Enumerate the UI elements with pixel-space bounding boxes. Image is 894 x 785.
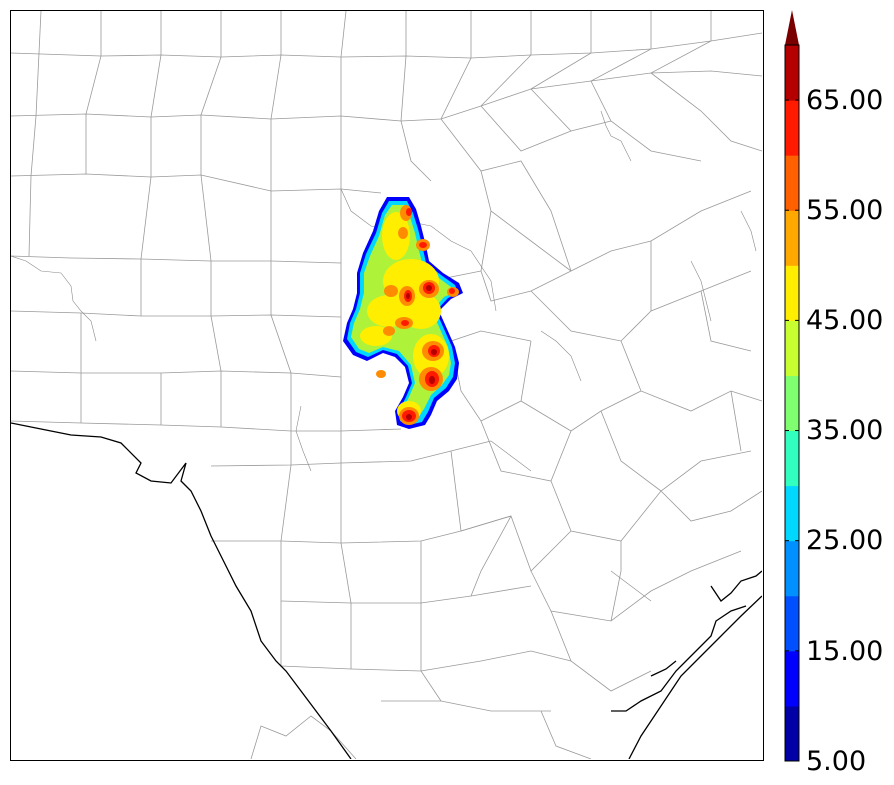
colorbar-band	[785, 320, 799, 376]
colorbar-ticks	[785, 99, 799, 762]
colorbar-label-25: 25.00	[806, 525, 883, 556]
storm-plume[interactable]	[343, 197, 463, 429]
colorbar-label-55: 55.00	[806, 195, 883, 226]
coastline	[11, 422, 762, 759]
colorbar-band	[785, 45, 799, 101]
colorbar-outline	[784, 44, 800, 762]
colorbar-label-5: 5.00	[806, 746, 866, 777]
colorbar-band	[785, 100, 799, 156]
colorbar-band	[785, 650, 799, 707]
colorbar-label-45: 45.00	[806, 305, 883, 336]
colorbar-band	[785, 705, 799, 762]
colorbar-band	[785, 155, 799, 211]
colorbar-band	[785, 430, 799, 487]
colorbar-label-65: 65.00	[806, 85, 883, 116]
colorbar-extend-arrow	[785, 10, 799, 45]
colorbar-label-35: 35.00	[806, 415, 883, 446]
colorbar-band	[785, 540, 799, 597]
rivers	[11, 110, 757, 602]
colorbar-band	[785, 265, 799, 321]
colorbar-band	[785, 485, 799, 542]
map-frame	[10, 10, 764, 761]
plume-darkred	[406, 285, 437, 420]
colorbar-labels: 5.00 15.00 25.00 35.00 45.00 55.00 65.00	[806, 85, 883, 777]
county-boundaries	[11, 11, 762, 759]
colorbar-band	[785, 595, 799, 652]
colorbar-band	[785, 375, 799, 432]
county-map[interactable]	[11, 11, 762, 759]
colorbar-label-15: 15.00	[806, 636, 883, 667]
colorbar-bands	[785, 45, 799, 762]
colorbar-band	[785, 210, 799, 266]
